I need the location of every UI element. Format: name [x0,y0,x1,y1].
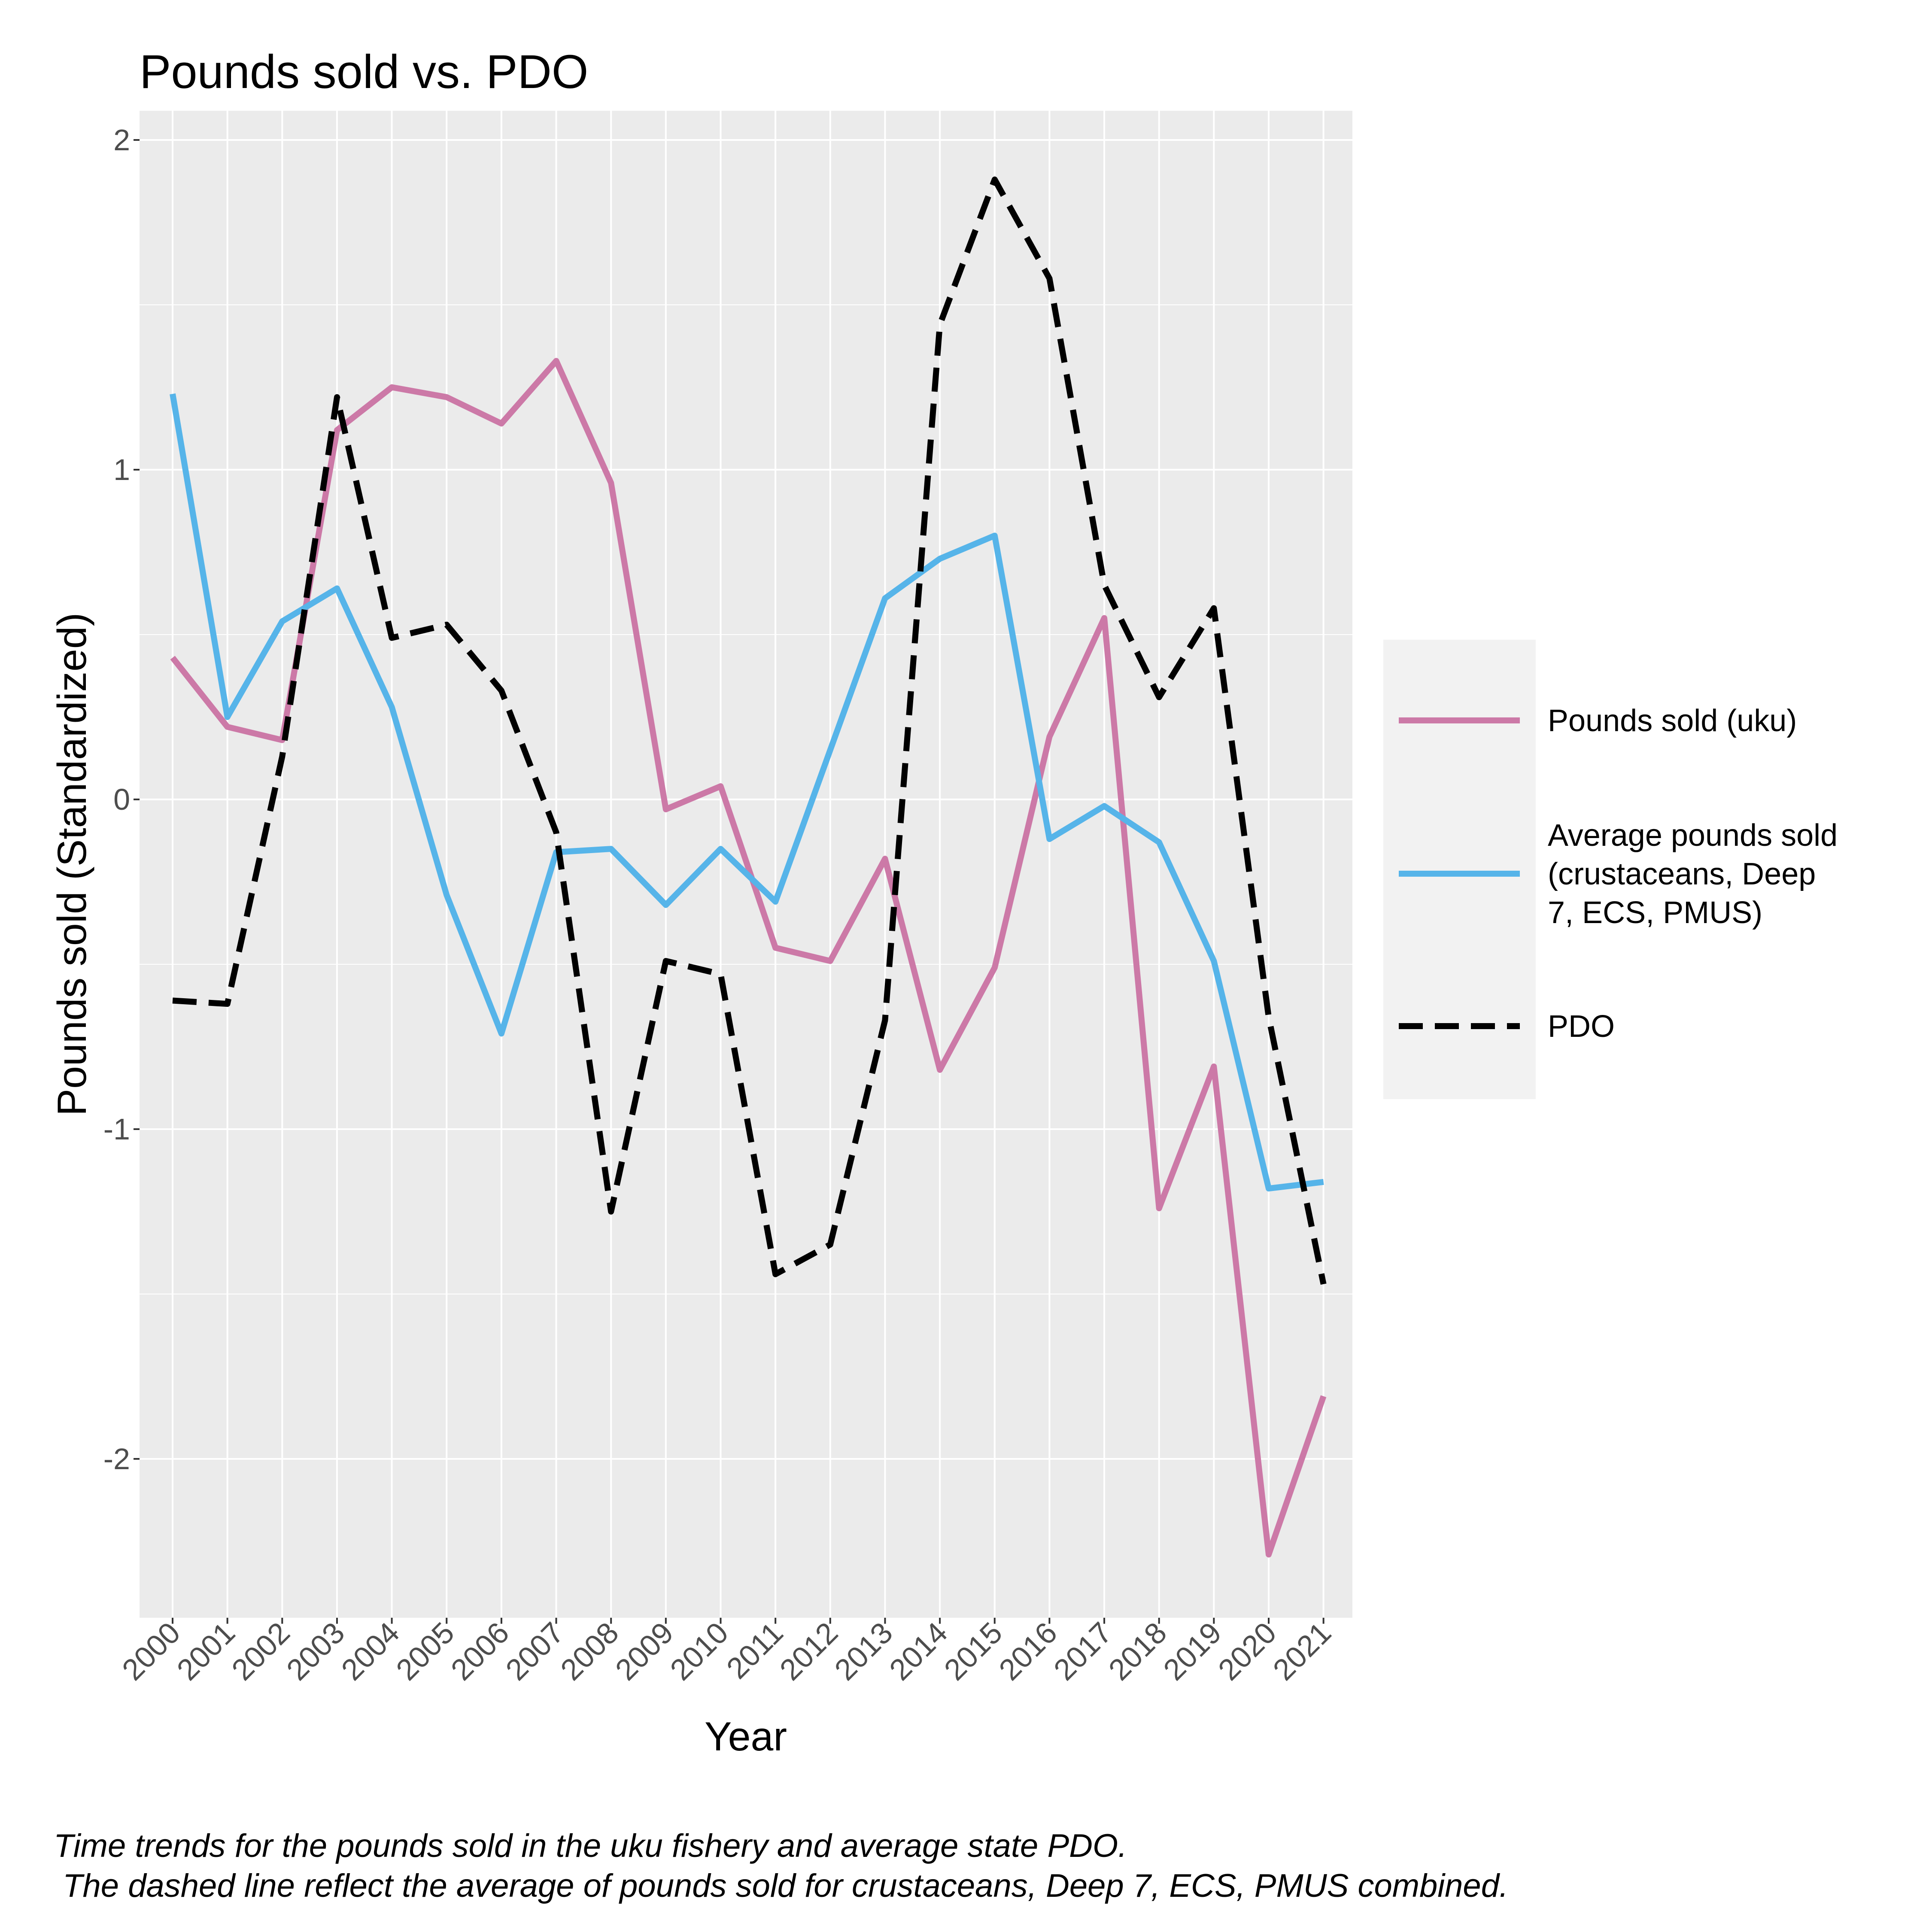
x-tick-label: 2000 [115,1616,186,1686]
x-tick-label: 2014 [883,1616,954,1686]
x-tick-label: 2011 [720,1616,790,1685]
x-tick-label: 2012 [773,1616,844,1686]
x-tick-label: 2003 [280,1616,351,1686]
series-line-0 [170,358,1327,1558]
x-tick-label: 2005 [390,1616,461,1686]
x-tick-label: 2008 [554,1616,625,1686]
x-tick-label: 2020 [1212,1616,1282,1686]
x-tick-label: 2009 [609,1616,680,1686]
x-tick-label: 2006 [444,1616,515,1686]
x-axis-title: Year [705,1714,787,1759]
x-tick-label: 2007 [499,1616,570,1686]
y-tick-label: -2 [103,1442,130,1476]
y-axis: 2 1 0 -1 -2 [103,123,140,1476]
x-tick-label: 2017 [1047,1616,1118,1686]
x-tick-label: 2002 [225,1616,296,1686]
x-axis: 2000200120022003200420052006200720082009… [115,1616,1337,1686]
x-tick-label: 2016 [993,1616,1063,1686]
legend-label-2: PDO [1548,1009,1615,1044]
legend-label-0: Pounds sold (uku) [1548,704,1797,738]
y-tick-label: 2 [113,123,130,157]
series-layer [170,176,1327,1558]
x-tick-label: 2018 [1102,1616,1173,1686]
chart-title: Pounds sold vs. PDO [140,46,588,98]
legend-background [1383,640,1536,1099]
y-tick-label: 0 [113,783,130,816]
x-tick-label: 2015 [938,1616,1009,1686]
legend-label-1: Average pounds sold (crustaceans, Deep 7, … [1548,818,1838,930]
series-line-2 [172,176,1327,1285]
grid-major [140,111,1352,1618]
x-tick-label: 2013 [828,1616,899,1686]
series-line-1 [170,393,1324,1192]
legend: Pounds sold (uku) Average pounds sold (cru… [1383,640,1838,1099]
y-axis-title: Pounds sold (Standardized) [49,613,95,1116]
x-tick-label: 2004 [335,1616,406,1686]
grid-minor [140,304,1352,1294]
x-tick-label: 2019 [1157,1616,1228,1686]
caption-line-1: Time trends for the pounds sold in the u… [54,1828,1127,1864]
y-tick-label: 1 [113,453,130,486]
x-tick-label: 2010 [664,1616,735,1686]
y-tick-label: -1 [103,1112,130,1146]
x-tick-label: 2021 [1267,1616,1337,1686]
x-tick-label: 2001 [170,1616,241,1686]
caption-line-2: The dashed line reflect the average of p… [54,1868,1508,1904]
